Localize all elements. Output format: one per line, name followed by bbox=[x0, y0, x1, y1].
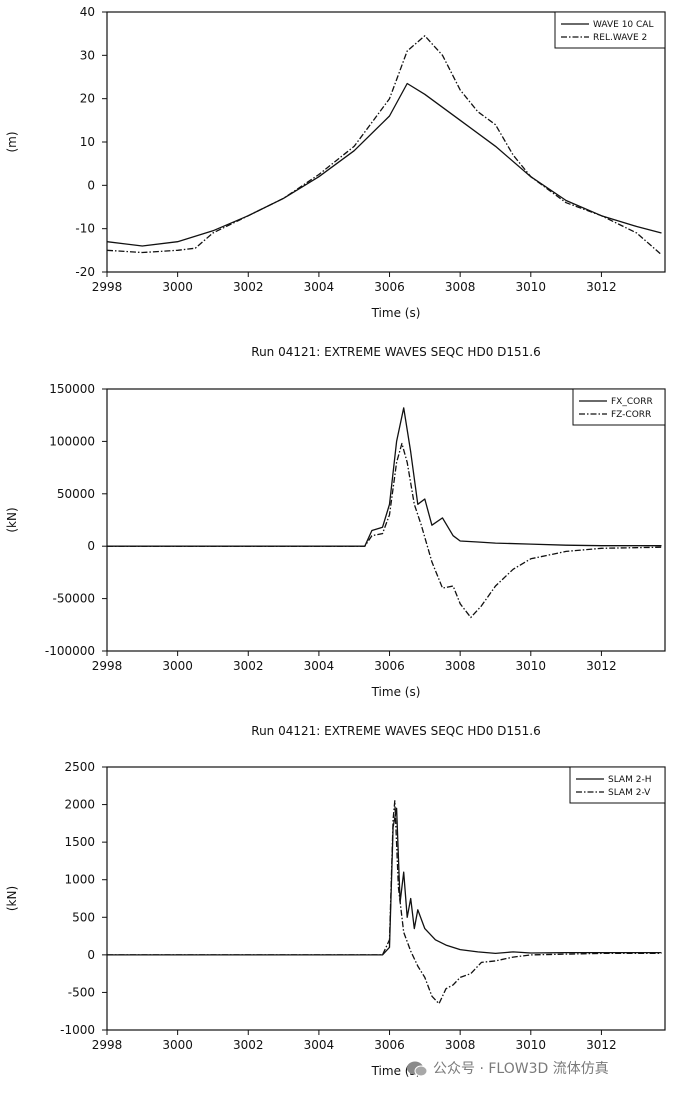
series-line-1 bbox=[107, 807, 662, 956]
x-tick-label: 3012 bbox=[586, 659, 617, 673]
x-tick-label: 3002 bbox=[233, 1038, 264, 1052]
y-tick-label: 2500 bbox=[64, 760, 95, 774]
y-tick-label: -10 bbox=[75, 222, 95, 236]
y-tick-label: 40 bbox=[80, 5, 95, 19]
x-tick-label: 2998 bbox=[92, 659, 123, 673]
legend-label: FZ-CORR bbox=[611, 410, 651, 420]
x-axis-label: Time (s) bbox=[371, 685, 421, 699]
x-tick-label: 3010 bbox=[516, 659, 547, 673]
x-tick-label: 2998 bbox=[92, 1038, 123, 1052]
y-tick-label: 1000 bbox=[64, 873, 95, 887]
y-tick-label: 30 bbox=[80, 48, 95, 62]
chart-3: Run 04121: EXTREME WAVES SEQC HD0 D151.6… bbox=[5, 724, 666, 1078]
y-tick-label: 500 bbox=[72, 910, 95, 924]
legend-label: SLAM 2-V bbox=[608, 788, 651, 798]
x-tick-label: 3006 bbox=[374, 280, 405, 294]
y-tick-label: 0 bbox=[87, 948, 95, 962]
y-tick-label: 150000 bbox=[49, 382, 95, 396]
y-tick-label: -20 bbox=[75, 265, 95, 279]
y-axis-label: (kN) bbox=[5, 886, 19, 911]
y-tick-label: 50000 bbox=[57, 487, 95, 501]
x-tick-label: 3000 bbox=[162, 659, 193, 673]
y-axis-label: (m) bbox=[5, 131, 19, 152]
y-tick-label: 0 bbox=[87, 178, 95, 192]
y-tick-label: 100000 bbox=[49, 434, 95, 448]
x-tick-label: 3008 bbox=[445, 1038, 476, 1052]
legend-box bbox=[572, 388, 666, 426]
x-tick-label: 3006 bbox=[374, 1038, 405, 1052]
x-tick-label: 3004 bbox=[304, 1038, 335, 1052]
series-line-1 bbox=[107, 82, 662, 247]
y-tick-label: 0 bbox=[87, 539, 95, 553]
legend-label: WAVE 10 CAL bbox=[593, 20, 653, 30]
x-axis-label: Time (s) bbox=[371, 306, 421, 320]
y-tick-label: 2000 bbox=[64, 798, 95, 812]
x-tick-label: 3002 bbox=[233, 280, 264, 294]
wechat-icon bbox=[407, 1061, 428, 1077]
series-line-2 bbox=[107, 442, 662, 619]
y-tick-label: 10 bbox=[80, 135, 95, 149]
legend-label: FX_CORR bbox=[611, 397, 653, 407]
x-tick-label: 3010 bbox=[516, 1038, 547, 1052]
legend-box bbox=[554, 11, 666, 49]
x-tick-label: 3008 bbox=[445, 280, 476, 294]
plot-frame bbox=[106, 11, 666, 273]
y-tick-label: -50000 bbox=[52, 592, 95, 606]
plot-frame bbox=[106, 388, 666, 652]
y-tick-label: -100000 bbox=[45, 644, 95, 658]
y-tick-label: 20 bbox=[80, 92, 95, 106]
x-tick-label: 3000 bbox=[162, 1038, 193, 1052]
y-tick-label: -500 bbox=[68, 985, 95, 999]
series-line-2 bbox=[107, 35, 662, 256]
y-tick-label: 1500 bbox=[64, 835, 95, 849]
x-tick-label: 3010 bbox=[516, 280, 547, 294]
x-tick-label: 3004 bbox=[304, 280, 335, 294]
x-tick-label: 3006 bbox=[374, 659, 405, 673]
legend-box bbox=[569, 766, 666, 804]
x-tick-label: 3008 bbox=[445, 659, 476, 673]
x-tick-label: 3002 bbox=[233, 659, 264, 673]
chart-title: Run 04121: EXTREME WAVES SEQC HD0 D151.6 bbox=[251, 724, 540, 738]
plot-frame bbox=[106, 766, 666, 1031]
chart-2: Run 04121: EXTREME WAVES SEQC HD0 D151.6… bbox=[5, 345, 666, 699]
x-tick-label: 3004 bbox=[304, 659, 335, 673]
y-axis-label: (kN) bbox=[5, 507, 19, 532]
chart-1: 2998 3000 3002 3004 3006 3008 3010 3012 -20 -10 0 1… bbox=[5, 5, 666, 320]
series-line-2 bbox=[107, 800, 662, 1005]
x-tick-label: 3012 bbox=[586, 280, 617, 294]
x-tick-label: 3012 bbox=[586, 1038, 617, 1052]
watermark: 公众号 · FLOW3D 流体仿真 bbox=[405, 1058, 675, 1078]
watermark-text: 公众号 · FLOW3D 流体仿真 bbox=[433, 1061, 609, 1077]
legend-label: REL.WAVE 2 bbox=[593, 33, 647, 43]
legend-label: SLAM 2-H bbox=[608, 775, 651, 785]
x-tick-label: 2998 bbox=[92, 280, 123, 294]
chart-title: Run 04121: EXTREME WAVES SEQC HD0 D151.6 bbox=[251, 345, 540, 359]
y-tick-label: -1000 bbox=[60, 1023, 95, 1037]
x-tick-label: 3000 bbox=[162, 280, 193, 294]
series-line-1 bbox=[107, 407, 662, 547]
